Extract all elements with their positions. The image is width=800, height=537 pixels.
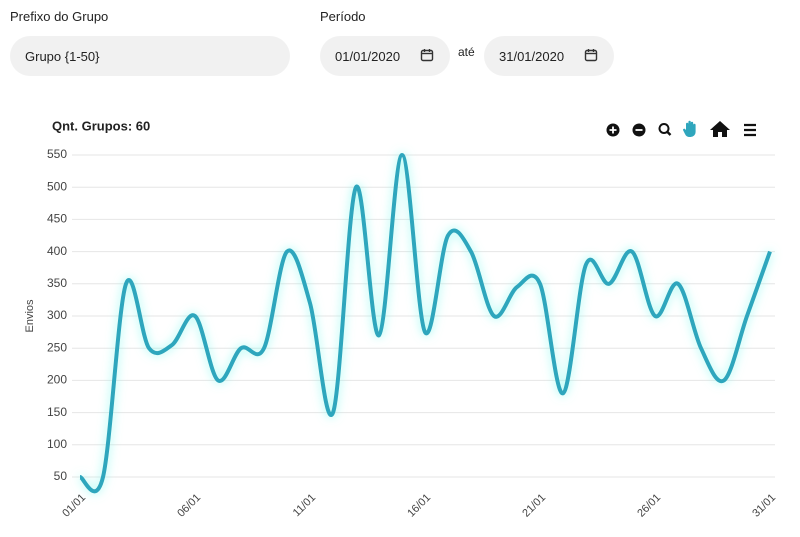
x-tick-label: 26/01 (635, 492, 663, 520)
field-label: Período (320, 9, 366, 24)
chart-title: Qnt. Grupos: 60 (52, 118, 150, 133)
y-tick-label: 400 (47, 244, 67, 258)
field-label: Prefixo do Grupo (10, 9, 109, 24)
x-tick-label: 21/01 (520, 492, 548, 520)
x-tick-label: 16/01 (405, 492, 433, 520)
x-tick-label: 31/01 (750, 492, 778, 520)
y-tick-label: 200 (47, 373, 67, 387)
y-axis-label: Envios (24, 299, 36, 333)
zoom-out-button[interactable] (632, 123, 646, 137)
date-input[interactable]: 31/01/2020 (484, 36, 614, 76)
x-tick-label: 11/01 (291, 492, 318, 519)
x-tick-label: 06/01 (175, 492, 203, 520)
input-value: 01/01/2020 (335, 48, 401, 64)
input-value: 31/01/2020 (499, 48, 565, 64)
separator: até (458, 45, 475, 59)
y-tick-label: 350 (47, 276, 67, 290)
y-tick-label: 50 (54, 469, 68, 483)
zoom-in-button[interactable] (606, 123, 620, 137)
menu-button[interactable] (744, 123, 756, 137)
x-tick-label: 01/01 (60, 492, 88, 520)
y-tick-label: 450 (47, 212, 67, 226)
date-input[interactable]: 01/01/2020 (320, 36, 450, 76)
data-line (78, 152, 772, 494)
y-tick-label: 250 (47, 340, 67, 354)
calendar-icon[interactable] (420, 48, 434, 62)
pan-button[interactable] (682, 120, 696, 138)
y-tick-label: 300 (47, 308, 67, 322)
reset-home-button[interactable] (710, 121, 730, 137)
y-tick-label: 150 (47, 405, 67, 419)
calendar-icon[interactable] (584, 48, 598, 62)
input-value: Grupo {1-50} (25, 48, 100, 64)
y-tick-label: 500 (47, 179, 67, 193)
zoom-select-button[interactable] (658, 123, 672, 136)
y-tick-label: 100 (47, 437, 67, 451)
y-tick-label: 550 (47, 147, 67, 161)
text-input[interactable]: Grupo {1-50} (10, 36, 290, 76)
